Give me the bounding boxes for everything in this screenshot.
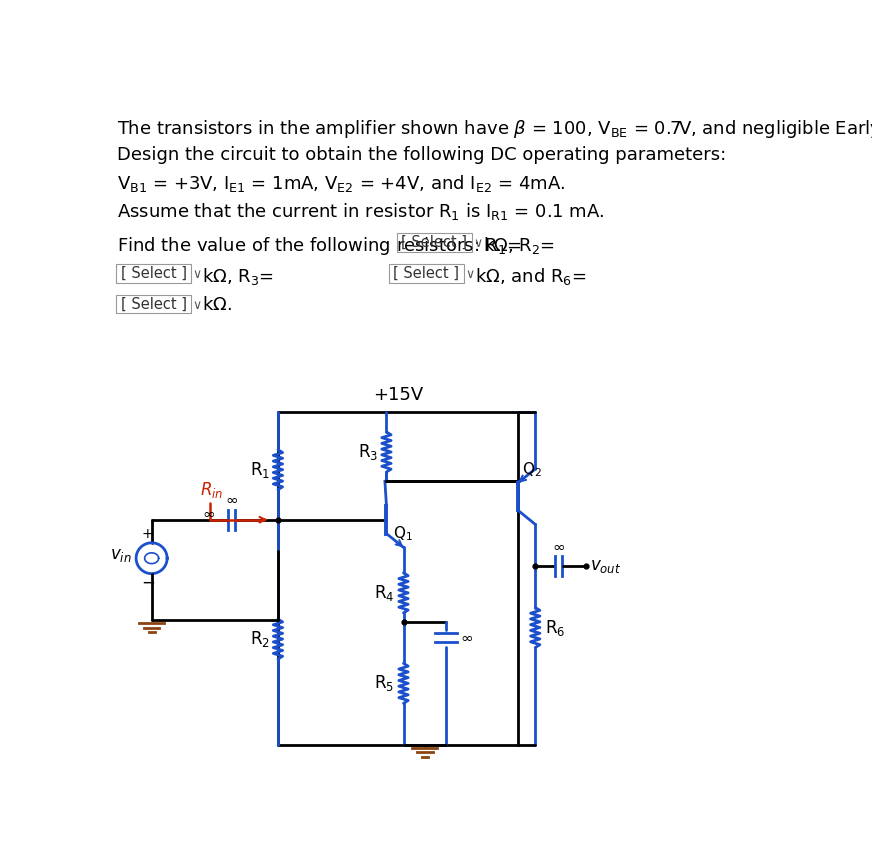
Text: $v_{in}$: $v_{in}$ [110, 546, 132, 564]
Text: k$\Omega$.: k$\Omega$. [202, 296, 232, 314]
Text: [ Select ]: [ Select ] [401, 235, 467, 250]
Text: Q$_1$: Q$_1$ [392, 524, 412, 543]
Text: ∨: ∨ [193, 299, 201, 312]
Text: Find the value of the following resistors: R$_1$=: Find the value of the following resistor… [117, 235, 521, 257]
Text: [ Select ]: [ Select ] [120, 266, 187, 281]
Text: R$_3$: R$_3$ [358, 442, 378, 462]
Text: k$\Omega$, and R$_6$=: k$\Omega$, and R$_6$= [474, 266, 586, 287]
Text: Q$_2$: Q$_2$ [522, 460, 542, 479]
Text: ∨: ∨ [193, 268, 201, 281]
Text: V$_{\mathregular{B1}}$ = +3V, I$_{\mathregular{E1}}$ = 1mA, V$_{\mathregular{E2}: V$_{\mathregular{B1}}$ = +3V, I$_{\mathr… [117, 173, 565, 194]
Text: +: + [142, 527, 153, 540]
Text: R$_1$: R$_1$ [250, 460, 270, 480]
Text: $\infty$: $\infty$ [460, 630, 473, 645]
FancyBboxPatch shape [389, 264, 464, 282]
Text: R$_4$: R$_4$ [374, 583, 394, 603]
Text: $\infty$: $\infty$ [225, 493, 238, 507]
Text: k$\Omega$, R$_2$=: k$\Omega$, R$_2$= [482, 235, 555, 255]
Text: Design the circuit to obtain the following DC operating parameters:: Design the circuit to obtain the followi… [117, 145, 726, 164]
Text: $R_{in}$: $R_{in}$ [201, 481, 224, 501]
Text: +15V: +15V [373, 386, 423, 404]
Text: [ Select ]: [ Select ] [393, 266, 460, 281]
Text: The transistors in the amplifier shown have $\beta$ = 100, V$_{\mathregular{BE}}: The transistors in the amplifier shown h… [117, 118, 872, 139]
Text: ∨: ∨ [473, 237, 482, 250]
FancyBboxPatch shape [397, 233, 472, 252]
FancyBboxPatch shape [116, 264, 191, 282]
Text: ∨: ∨ [466, 268, 474, 281]
FancyBboxPatch shape [116, 295, 191, 313]
Text: Assume that the current in resistor R$_1$ is I$_{\mathregular{R1}}$ = 0.1 mA.: Assume that the current in resistor R$_1… [117, 201, 604, 222]
Text: $\infty$: $\infty$ [201, 506, 215, 521]
Text: R$_2$: R$_2$ [250, 629, 270, 650]
Text: [ Select ]: [ Select ] [120, 297, 187, 312]
Text: $v_{out}$: $v_{out}$ [589, 557, 621, 575]
Text: −: − [140, 574, 154, 591]
Text: k$\Omega$, R$_3$=: k$\Omega$, R$_3$= [202, 266, 274, 287]
Text: R$_6$: R$_6$ [544, 617, 565, 637]
Text: R$_5$: R$_5$ [374, 674, 394, 694]
Text: $\infty$: $\infty$ [552, 539, 565, 553]
